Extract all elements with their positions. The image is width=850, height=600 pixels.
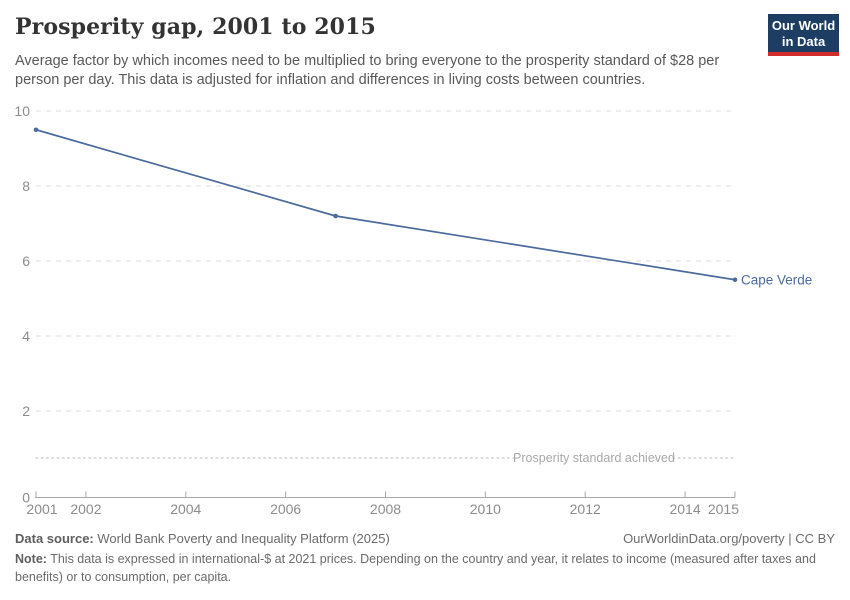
data-point-marker (333, 213, 338, 219)
footer-sources-row: Data source: World Bank Poverty and Ineq… (15, 531, 835, 546)
y-tick-label: 0 (22, 490, 30, 506)
footer-note: Note: This data is expressed in internat… (15, 551, 827, 586)
x-tick-label: 2001 (26, 501, 57, 517)
line-chart: 0 2 4 6 8 10 Prosperity standard achieved 2001 2… (14, 103, 812, 517)
series-end-label: Cape Verde (741, 272, 812, 287)
x-tick-label: 2006 (270, 501, 301, 517)
data-point-marker (33, 127, 39, 133)
data-source-text: Data source: World Bank Poverty and Ineq… (15, 531, 390, 546)
x-tick-label: 2008 (370, 501, 401, 517)
data-point-marker (732, 277, 738, 283)
x-tick-label: 2010 (470, 501, 501, 517)
y-tick-label: 2 (22, 403, 30, 419)
attribution-link[interactable]: OurWorldinData.org/poverty | CC BY (623, 531, 835, 546)
owid-logo[interactable]: Our World in Data (768, 14, 839, 56)
x-tick-label: 2015 (708, 501, 739, 517)
page-title: Prosperity gap, 2001 to 2015 (15, 14, 376, 40)
y-tick-label: 4 (22, 328, 30, 344)
prosperity-standard-label: Prosperity standard achieved (513, 451, 675, 465)
data-source-value: World Bank Poverty and Inequality Platfo… (93, 531, 390, 546)
data-source-label: Data source: (15, 531, 94, 546)
note-label: Note: (15, 552, 47, 566)
y-tick-label: 8 (22, 178, 30, 194)
x-tick-label: 2014 (669, 501, 700, 517)
owid-logo-text-line2: in Data (781, 33, 826, 49)
note-value: This data is expressed in international-… (15, 552, 816, 584)
chart-subtitle: Average factor by which incomes need to … (15, 53, 720, 88)
owid-logo-text-line1: Our World (771, 18, 836, 33)
series-line-cape-verde[interactable] (35, 128, 736, 281)
x-tick-label: 2004 (170, 501, 201, 517)
y-tick-label: 10 (14, 103, 30, 119)
x-tick-label: 2002 (70, 501, 101, 517)
x-tick-label: 2012 (570, 501, 601, 517)
y-tick-label: 6 (22, 253, 30, 269)
